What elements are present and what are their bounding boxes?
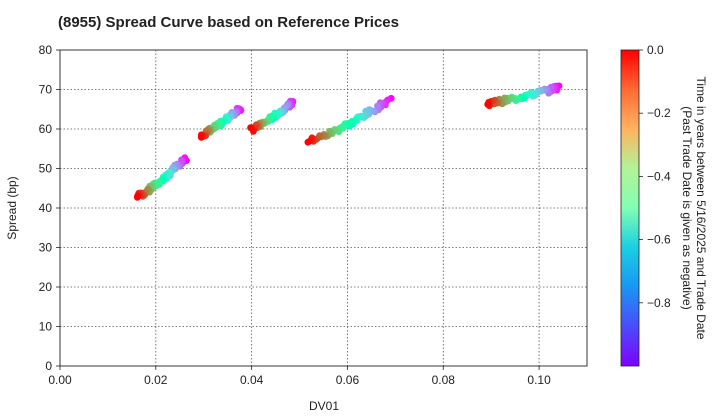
y-tick-label: 0 xyxy=(45,359,52,373)
y-tick-label: 10 xyxy=(39,320,53,334)
data-point xyxy=(484,101,492,108)
x-axis-ticks: 0.00 0.02 0.04 0.06 0.08 0.10 xyxy=(48,366,551,387)
x-tick-label: 0.04 xyxy=(240,373,264,387)
colorbar-tick-label: −0.8 xyxy=(647,296,671,310)
colorbar-tick-label: −0.2 xyxy=(647,106,671,120)
x-tick-label: 0.06 xyxy=(336,373,360,387)
x-axis-label: DV01 xyxy=(309,399,339,413)
data-point xyxy=(362,107,370,115)
data-point xyxy=(197,134,205,141)
colorbar-label-line2: (Past Trade Date is given as negative) xyxy=(680,106,694,309)
colorbar-tick-label: 0.0 xyxy=(647,43,664,57)
y-axis-label: Spread (bp) xyxy=(5,176,19,239)
x-tick-label: 0.10 xyxy=(527,373,551,387)
y-tick-label: 20 xyxy=(39,280,53,294)
y-tick-label: 80 xyxy=(39,43,53,57)
colorbar-ticks: 0.0 −0.2 −0.4 −0.6 −0.8 xyxy=(639,43,671,310)
y-tick-label: 40 xyxy=(39,201,53,215)
colorbar-label-line1: Time in years between 5/16/2025 and Trad… xyxy=(694,76,708,339)
colorbar-tick-label: −0.4 xyxy=(647,169,671,183)
data-point xyxy=(304,138,312,146)
x-tick-label: 0.08 xyxy=(432,373,456,387)
x-tick-label: 0.00 xyxy=(48,373,72,387)
y-tick-label: 50 xyxy=(39,162,53,176)
y-tick-label: 70 xyxy=(39,83,53,97)
data-points xyxy=(133,82,563,201)
colorbar-tick-label: −0.6 xyxy=(647,233,671,247)
colorbar-gradient xyxy=(620,49,640,367)
x-tick-label: 0.02 xyxy=(144,373,168,387)
y-tick-label: 60 xyxy=(39,122,53,136)
data-point xyxy=(374,102,381,110)
data-point xyxy=(247,124,255,132)
y-axis-ticks: 0 10 20 30 40 50 60 70 80 xyxy=(39,43,60,373)
grid-lines xyxy=(60,50,587,366)
colorbar: 0.0 −0.2 −0.4 −0.6 −0.8 Time in years betwee… xyxy=(620,43,708,367)
y-tick-label: 30 xyxy=(39,241,53,255)
chart-title: (8955) Spread Curve based on Reference P… xyxy=(58,14,399,31)
data-point xyxy=(134,192,142,200)
